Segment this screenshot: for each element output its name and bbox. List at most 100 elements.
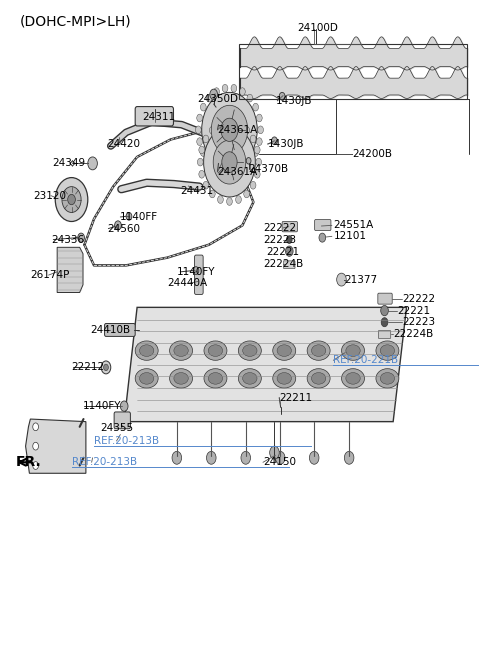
Circle shape xyxy=(254,170,260,178)
FancyBboxPatch shape xyxy=(284,261,295,269)
FancyBboxPatch shape xyxy=(378,331,391,338)
Text: 26174P: 26174P xyxy=(30,270,70,280)
Text: REF.20-213B: REF.20-213B xyxy=(94,436,159,446)
Circle shape xyxy=(258,126,264,134)
Circle shape xyxy=(247,94,252,102)
Circle shape xyxy=(214,88,219,96)
Ellipse shape xyxy=(169,341,192,360)
Circle shape xyxy=(244,126,250,134)
Circle shape xyxy=(344,452,354,465)
Circle shape xyxy=(101,361,111,374)
Text: 22221: 22221 xyxy=(266,248,300,258)
Circle shape xyxy=(336,273,346,286)
Ellipse shape xyxy=(346,345,360,356)
Text: 22222: 22222 xyxy=(263,223,296,233)
Circle shape xyxy=(272,137,277,145)
Circle shape xyxy=(227,197,232,205)
Text: 24150: 24150 xyxy=(263,457,296,467)
Circle shape xyxy=(381,318,388,327)
Ellipse shape xyxy=(277,345,291,356)
Circle shape xyxy=(231,168,237,175)
Circle shape xyxy=(250,181,256,189)
Text: FR.: FR. xyxy=(16,455,42,469)
Circle shape xyxy=(381,305,388,316)
Ellipse shape xyxy=(239,341,261,360)
Text: 24361A: 24361A xyxy=(217,125,257,135)
Bar xyxy=(239,44,468,99)
Circle shape xyxy=(115,221,121,230)
Ellipse shape xyxy=(307,341,330,360)
Circle shape xyxy=(246,158,251,164)
Circle shape xyxy=(231,84,237,92)
Circle shape xyxy=(241,452,251,465)
Circle shape xyxy=(193,267,199,274)
Circle shape xyxy=(199,170,204,178)
Text: 22212: 22212 xyxy=(72,362,105,373)
Text: 24349: 24349 xyxy=(52,159,85,168)
FancyBboxPatch shape xyxy=(315,219,331,230)
Text: 24440A: 24440A xyxy=(167,278,207,289)
Text: 24560: 24560 xyxy=(107,224,140,234)
Circle shape xyxy=(201,104,206,111)
Ellipse shape xyxy=(208,345,223,356)
Circle shape xyxy=(33,462,38,470)
Circle shape xyxy=(253,149,259,157)
Circle shape xyxy=(197,159,203,166)
Circle shape xyxy=(310,452,319,465)
Circle shape xyxy=(276,452,285,465)
Circle shape xyxy=(126,212,132,220)
Circle shape xyxy=(210,89,217,100)
Text: 1140FY: 1140FY xyxy=(83,401,121,411)
Ellipse shape xyxy=(169,369,192,388)
Ellipse shape xyxy=(243,373,257,384)
Circle shape xyxy=(78,233,84,242)
Circle shape xyxy=(236,121,241,129)
Circle shape xyxy=(172,452,181,465)
Text: 21377: 21377 xyxy=(344,274,377,285)
Text: 1140FF: 1140FF xyxy=(120,212,157,222)
Circle shape xyxy=(222,84,228,92)
Circle shape xyxy=(203,181,209,189)
Circle shape xyxy=(88,157,97,170)
Circle shape xyxy=(256,159,262,166)
Text: 22223: 22223 xyxy=(402,317,435,327)
Circle shape xyxy=(209,190,215,198)
Ellipse shape xyxy=(135,369,158,388)
Polygon shape xyxy=(57,247,83,292)
Text: 22224B: 22224B xyxy=(393,329,433,340)
Text: 24361A: 24361A xyxy=(217,167,257,177)
Circle shape xyxy=(206,452,216,465)
Circle shape xyxy=(217,195,223,203)
Circle shape xyxy=(287,236,292,243)
Text: 24350D: 24350D xyxy=(197,94,238,104)
Text: 1430JB: 1430JB xyxy=(276,96,312,105)
Ellipse shape xyxy=(346,373,360,384)
Text: 24200B: 24200B xyxy=(352,149,393,159)
Ellipse shape xyxy=(204,369,227,388)
Circle shape xyxy=(120,401,128,411)
Circle shape xyxy=(199,146,204,154)
Text: 24370B: 24370B xyxy=(249,164,289,173)
Ellipse shape xyxy=(312,373,326,384)
Circle shape xyxy=(55,177,88,221)
Circle shape xyxy=(227,119,232,127)
Ellipse shape xyxy=(342,369,364,388)
Circle shape xyxy=(221,118,238,142)
Ellipse shape xyxy=(135,341,158,360)
Ellipse shape xyxy=(342,341,364,360)
Circle shape xyxy=(197,138,203,146)
Ellipse shape xyxy=(312,345,326,356)
Circle shape xyxy=(256,138,262,146)
Circle shape xyxy=(256,114,262,122)
Text: 12101: 12101 xyxy=(333,232,366,241)
Text: 24410B: 24410B xyxy=(91,325,131,335)
Circle shape xyxy=(253,104,259,111)
Text: 22224B: 22224B xyxy=(263,259,303,269)
FancyBboxPatch shape xyxy=(378,293,392,304)
Text: 22222: 22222 xyxy=(402,294,435,304)
Text: 24551A: 24551A xyxy=(333,221,373,230)
Circle shape xyxy=(218,122,225,131)
Text: 24100D: 24100D xyxy=(298,23,338,33)
Circle shape xyxy=(286,246,293,256)
Ellipse shape xyxy=(208,373,223,384)
